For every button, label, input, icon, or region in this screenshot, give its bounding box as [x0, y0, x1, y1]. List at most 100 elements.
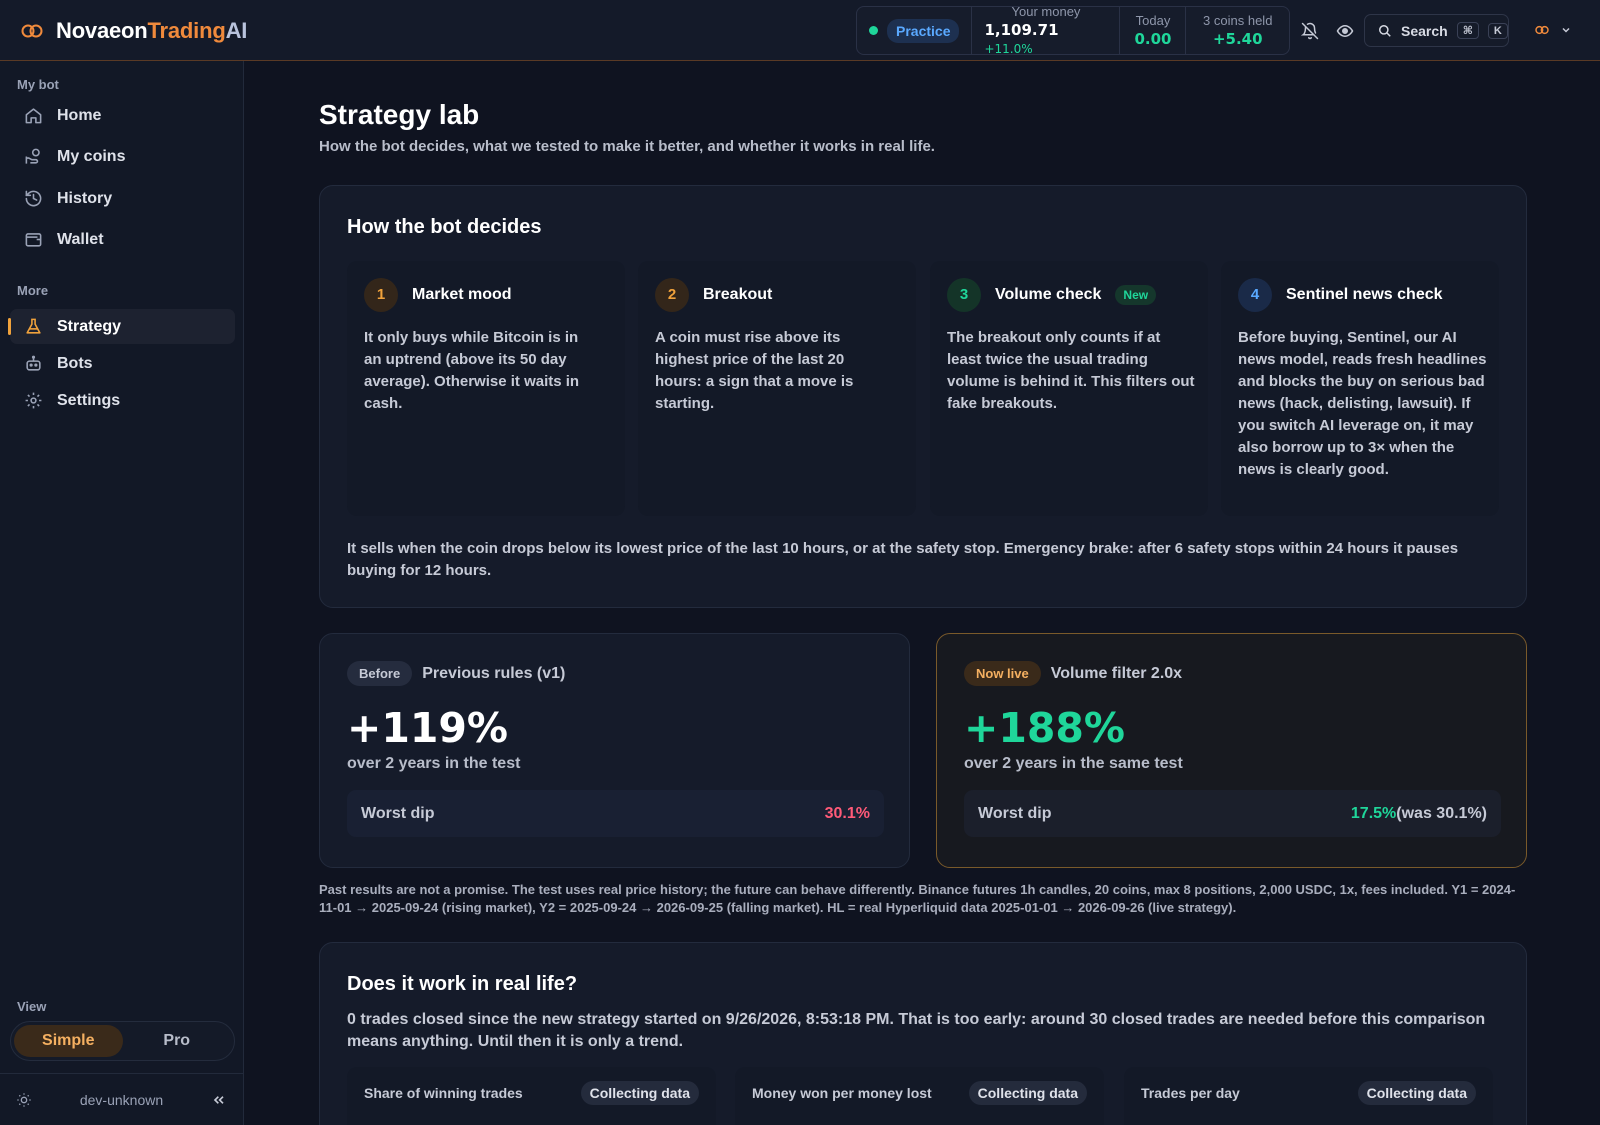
- step-card-volume-check: 3 Volume check New The breakout only cou…: [930, 261, 1208, 516]
- sidebar-item-my-coins[interactable]: My coins: [10, 139, 235, 174]
- worst-dip-previous: (was 30.1%): [1396, 804, 1487, 822]
- search-icon: [1379, 24, 1391, 37]
- today-label: Today: [1135, 13, 1171, 28]
- page-subtitle: How the bot decides, what we tested to m…: [319, 138, 935, 155]
- metric-profit-factor: Money won per money lost Collecting data: [735, 1067, 1104, 1125]
- section-label-more: More: [17, 283, 49, 298]
- metric-status-badge: Collecting data: [1357, 1081, 1476, 1105]
- page-title: Strategy lab: [319, 99, 480, 130]
- view-label: View: [17, 999, 47, 1014]
- coins-icon: [25, 148, 40, 164]
- strategy-name: Previous rules (v1): [422, 664, 566, 682]
- metric-trades-per-day: Trades per day Collecting data: [1124, 1067, 1493, 1125]
- wallet-icon: [25, 233, 42, 247]
- step-title: Market mood: [412, 286, 512, 303]
- card-title: Does it work in real life?: [347, 973, 578, 995]
- main-content: Strategy lab How the bot decides, what w…: [244, 61, 1600, 1125]
- top-bar: NovaeonTradingAI Practice Your money 1,1…: [0, 0, 1600, 61]
- view-simple-option[interactable]: Simple: [14, 1025, 123, 1057]
- money-change: +11.0%: [984, 42, 1033, 56]
- sun-icon[interactable]: [16, 1092, 32, 1108]
- backtest-disclaimer: Past results are not a promise. The test…: [319, 882, 1516, 915]
- sidebar-item-history[interactable]: History: [10, 181, 235, 216]
- sidebar-item-label: Bots: [57, 354, 93, 372]
- worst-dip-row: Worst dip 30.1%: [347, 790, 884, 837]
- sell-rules-note: It sells when the coin drops below its l…: [347, 540, 1459, 579]
- sidebar-item-label: My coins: [57, 147, 126, 165]
- worst-dip-value: 17.5%: [1350, 804, 1397, 822]
- sidebar-item-settings[interactable]: Settings: [10, 383, 235, 418]
- shortcut-key-k: K: [1487, 22, 1508, 39]
- bell-off-icon[interactable]: [1301, 22, 1319, 40]
- gear-icon: [25, 392, 42, 409]
- eye-icon[interactable]: [1336, 22, 1354, 40]
- step-description: Before buying, Sentinel, our AI news mod…: [1238, 329, 1487, 478]
- practice-badge[interactable]: Practice: [887, 18, 960, 43]
- real-life-description: 0 trades closed since the new strategy s…: [347, 1011, 1486, 1050]
- step-description: It only buys while Bitcoin is in an uptr…: [364, 329, 580, 412]
- view-pro-option[interactable]: Pro: [163, 1032, 191, 1049]
- shortcut-key-cmd: ⌘: [1456, 22, 1479, 39]
- before-tag: Before: [347, 661, 413, 686]
- step-number: 1: [364, 278, 398, 312]
- now-live-tag: Now live: [964, 661, 1041, 686]
- brand-name: NovaeonTradingAI: [56, 18, 248, 43]
- sidebar-item-label: History: [57, 189, 113, 207]
- held-label: 3 coins held: [1203, 13, 1273, 28]
- user-menu[interactable]: [1534, 22, 1572, 38]
- step-card-market-mood: 1 Market mood It only buys while Bitcoin…: [347, 261, 625, 516]
- money-cell: Your money 1,109.71 +11.0%: [971, 4, 1119, 56]
- sidebar-item-wallet[interactable]: Wallet: [10, 222, 235, 257]
- worst-dip-label: Worst dip: [978, 804, 1052, 822]
- history-icon: [25, 190, 42, 207]
- sidebar-item-label: Settings: [57, 391, 121, 409]
- brand[interactable]: NovaeonTradingAI: [20, 18, 247, 44]
- metric-label: Trades per day: [1141, 1085, 1240, 1101]
- view-mode-toggle: Simple Pro: [10, 1021, 235, 1061]
- account-status: Practice Your money 1,109.71 +11.0% Toda…: [856, 4, 1290, 56]
- return-value: +119%: [347, 704, 509, 752]
- metric-status-badge: Collecting data: [580, 1081, 699, 1105]
- sidebar: My bot Home My coins History Wallet More…: [0, 61, 244, 1125]
- step-title: Sentinel news check: [1286, 286, 1443, 303]
- live-results-card: Now live Volume filter 2.0x +188% over 2…: [936, 633, 1527, 868]
- section-label-my-bot: My bot: [17, 77, 59, 92]
- metric-label: Share of winning trades: [364, 1085, 523, 1101]
- worst-dip-row: Worst dip 17.5%(was 30.1%): [964, 790, 1501, 837]
- bot-icon: [26, 355, 41, 371]
- sidebar-item-home[interactable]: Home: [10, 98, 235, 133]
- card-title: How the bot decides: [347, 216, 542, 238]
- step-number: 4: [1238, 278, 1272, 312]
- step-description: The breakout only counts if at least twi…: [947, 329, 1195, 412]
- strategy-name: Volume filter 2.0x: [1050, 664, 1183, 682]
- return-caption: over 2 years in the same test: [964, 755, 1183, 772]
- logo-icon: [21, 24, 43, 38]
- search-button[interactable]: Search ⌘ K: [1364, 14, 1509, 47]
- avatar-logo-icon: [1535, 25, 1549, 35]
- how-bot-decides-card: How the bot decides 1 Market mood It onl…: [319, 185, 1527, 608]
- sidebar-item-label: Strategy: [57, 317, 122, 335]
- metric-win-share: Share of winning trades Collecting data: [347, 1067, 716, 1125]
- sidebar-item-strategy[interactable]: Strategy: [8, 309, 235, 344]
- mode-cell[interactable]: Practice: [857, 7, 971, 54]
- return-value: +188%: [964, 704, 1126, 752]
- held-value: +5.40: [1212, 30, 1263, 48]
- step-card-breakout: 2 Breakout A coin must rise above its hi…: [638, 261, 916, 516]
- worst-dip-values: 17.5%(was 30.1%): [1351, 805, 1487, 823]
- real-life-card: Does it work in real life? 0 trades clos…: [319, 942, 1527, 1125]
- metric-status-badge: Collecting data: [968, 1081, 1087, 1105]
- return-caption: over 2 years in the test: [347, 755, 521, 772]
- today-cell: Today 0.00: [1119, 7, 1185, 54]
- sidebar-item-bots[interactable]: Bots: [10, 346, 235, 381]
- new-badge: New: [1115, 285, 1157, 305]
- worst-dip-label: Worst dip: [361, 804, 435, 822]
- collapse-sidebar-icon[interactable]: [211, 1092, 227, 1108]
- sidebar-item-label: Wallet: [57, 230, 104, 248]
- money-value: 1,109.71 +11.0%: [984, 21, 1059, 56]
- held-cell: 3 coins held +5.40: [1185, 7, 1289, 54]
- flask-icon: [26, 318, 41, 334]
- sidebar-item-label: Home: [57, 106, 102, 124]
- step-title: Volume check: [995, 286, 1102, 303]
- step-card-sentinel-news: 4 Sentinel news check Before buying, Sen…: [1221, 261, 1499, 516]
- environment-label: dev-unknown: [79, 1091, 164, 1108]
